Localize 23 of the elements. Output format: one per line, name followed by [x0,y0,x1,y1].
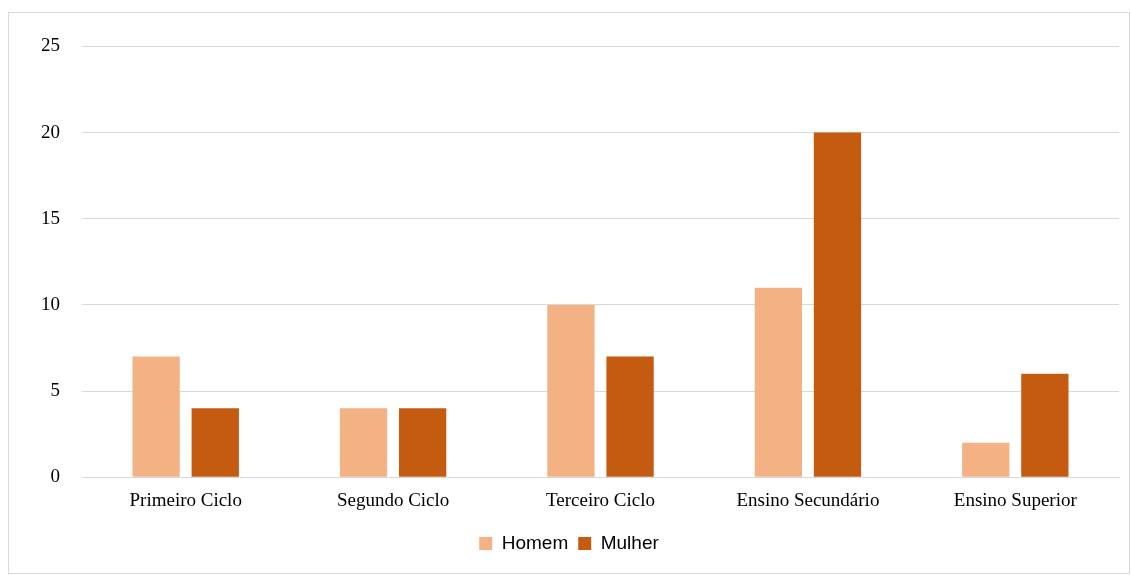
bar [399,408,447,477]
x-tick-label: Ensino Superior [953,488,1078,510]
x-tick-label: Primeiro Ciclo [129,488,242,510]
y-tick-label: 10 [41,292,60,314]
bar [132,356,180,477]
bar [754,287,802,477]
x-tick-label: Terceiro Ciclo [546,488,655,510]
bar [813,132,862,477]
bar [606,356,654,477]
bar [191,408,239,477]
bar [547,304,595,477]
y-tick-label: 15 [41,206,60,228]
bar [962,442,1010,477]
bar [339,408,388,477]
x-tick-label: Segundo Ciclo [336,488,450,510]
bar [1021,373,1069,477]
y-tick-label: 5 [50,379,60,401]
y-tick-label: 20 [41,120,60,142]
legend-label: Homem [501,531,569,553]
legend-label: Mulher [600,531,660,553]
x-tick-label: Ensino Secundário [736,488,880,510]
y-tick-label: 0 [50,465,60,487]
y-tick-label: 25 [41,34,60,56]
